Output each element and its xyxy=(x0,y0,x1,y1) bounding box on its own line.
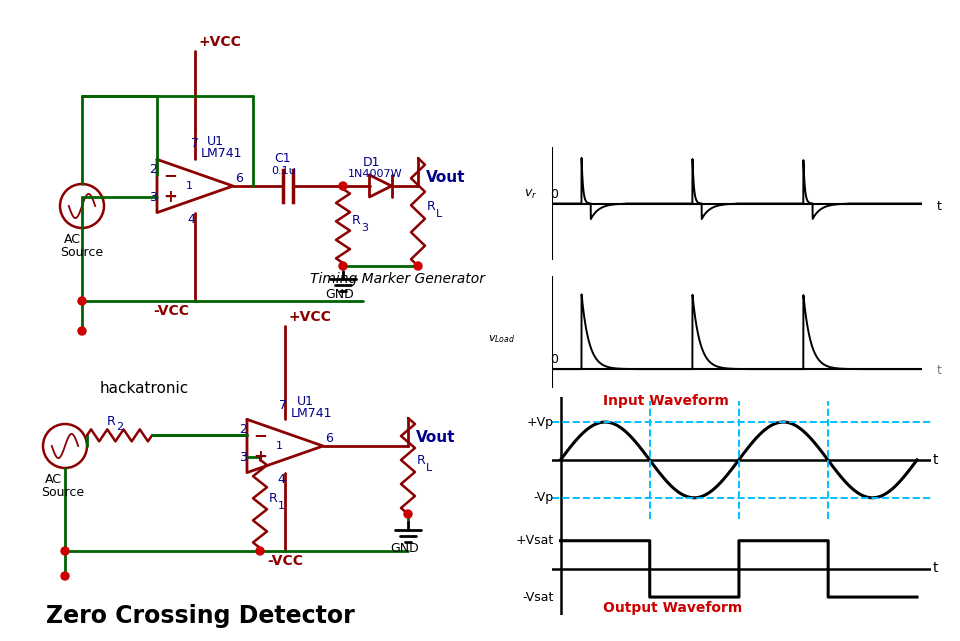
Text: -VCC: -VCC xyxy=(153,304,189,318)
Text: 2: 2 xyxy=(116,422,123,433)
Text: -VCC: -VCC xyxy=(267,554,303,568)
Circle shape xyxy=(78,297,86,305)
Text: 7: 7 xyxy=(279,399,287,412)
Text: U1: U1 xyxy=(297,395,314,408)
Text: LM741: LM741 xyxy=(201,147,243,160)
Text: 1: 1 xyxy=(278,501,285,511)
Text: R: R xyxy=(352,214,361,227)
Text: 2: 2 xyxy=(149,163,156,176)
Text: R: R xyxy=(269,492,277,505)
Text: GND: GND xyxy=(390,542,419,555)
Circle shape xyxy=(61,572,69,580)
Text: AC: AC xyxy=(64,233,81,246)
Text: hackatronic: hackatronic xyxy=(100,381,189,396)
Text: R: R xyxy=(107,415,116,428)
Text: Source: Source xyxy=(60,246,103,259)
Text: R: R xyxy=(427,200,436,213)
Text: -Vp: -Vp xyxy=(534,491,553,504)
Text: L: L xyxy=(426,463,432,473)
Circle shape xyxy=(404,510,412,518)
Text: 4: 4 xyxy=(277,472,285,486)
Text: t: t xyxy=(932,453,938,467)
Text: 3: 3 xyxy=(149,190,156,204)
Text: 0.1u: 0.1u xyxy=(271,166,296,176)
Text: 1: 1 xyxy=(186,181,193,191)
Text: $v_{Load}$: $v_{Load}$ xyxy=(488,333,515,345)
Text: GND: GND xyxy=(325,288,353,301)
Circle shape xyxy=(339,182,347,190)
Text: Timing Marker Generator: Timing Marker Generator xyxy=(310,272,485,286)
Text: t: t xyxy=(936,363,941,377)
Text: t: t xyxy=(936,200,941,213)
Text: Zero Crossing Detector: Zero Crossing Detector xyxy=(46,604,354,628)
Text: Source: Source xyxy=(41,486,84,499)
Text: Output Waveform: Output Waveform xyxy=(603,601,742,615)
Text: 4: 4 xyxy=(187,213,195,226)
Text: 6: 6 xyxy=(325,432,333,445)
Text: -Vsat: -Vsat xyxy=(522,590,553,604)
Text: t: t xyxy=(932,562,938,575)
Text: 0: 0 xyxy=(550,353,558,366)
Text: +: + xyxy=(163,188,178,206)
Circle shape xyxy=(414,262,422,270)
Text: 0: 0 xyxy=(550,188,558,201)
Text: Vout: Vout xyxy=(426,170,466,185)
Text: +: + xyxy=(253,447,267,465)
Text: 1N4007W: 1N4007W xyxy=(348,169,402,179)
Text: 2: 2 xyxy=(239,423,247,437)
Text: D1: D1 xyxy=(363,156,380,169)
Text: $v_r$: $v_r$ xyxy=(524,188,538,201)
Circle shape xyxy=(339,262,347,270)
Text: C1: C1 xyxy=(274,152,291,165)
Text: Vout: Vout xyxy=(416,430,455,445)
Text: L: L xyxy=(436,209,443,219)
Text: +VCC: +VCC xyxy=(289,310,332,324)
Text: Input Waveform: Input Waveform xyxy=(603,394,729,408)
Circle shape xyxy=(61,547,69,555)
Text: AC: AC xyxy=(45,473,62,486)
Text: 1: 1 xyxy=(276,441,283,451)
Text: 3: 3 xyxy=(239,451,247,463)
Text: U1: U1 xyxy=(207,135,224,149)
Text: −: − xyxy=(253,426,267,444)
Text: 7: 7 xyxy=(191,137,199,151)
Text: −: − xyxy=(163,167,178,185)
Text: +VCC: +VCC xyxy=(199,35,242,49)
Text: LM741: LM741 xyxy=(291,408,332,420)
Text: +Vsat: +Vsat xyxy=(516,534,553,547)
Text: 6: 6 xyxy=(235,172,243,185)
Circle shape xyxy=(256,547,264,555)
Text: R: R xyxy=(417,454,425,467)
Text: 3: 3 xyxy=(361,223,368,233)
Text: +Vp: +Vp xyxy=(526,415,553,429)
Circle shape xyxy=(78,327,86,335)
